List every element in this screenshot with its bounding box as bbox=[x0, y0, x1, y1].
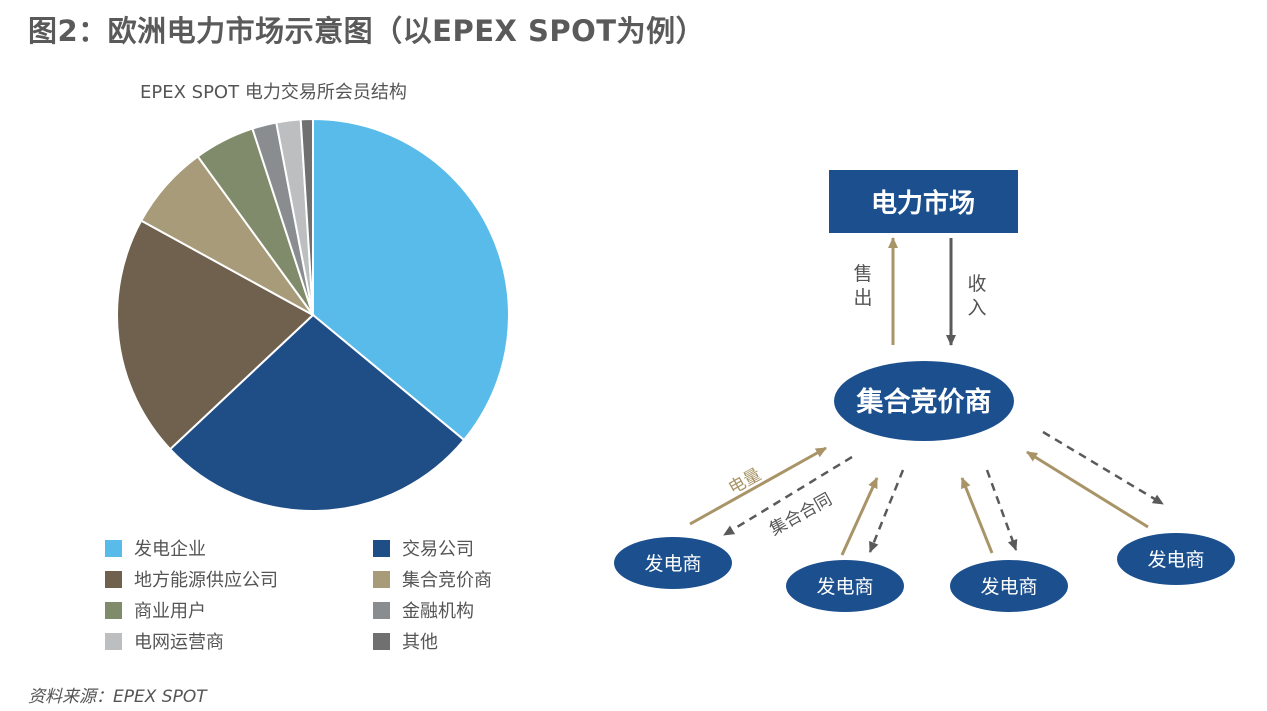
page-title: 图2：欧洲电力市场示意图（以EPEX SPOT为例） bbox=[28, 14, 706, 48]
income-label-2: 入 bbox=[967, 297, 986, 319]
legend-swatch bbox=[105, 632, 122, 650]
legend-label: 发电企业 bbox=[134, 539, 206, 560]
legend-item: 电网运营商 bbox=[105, 628, 224, 654]
generator-node-2 bbox=[786, 560, 904, 612]
income-label-1: 收 bbox=[967, 273, 986, 295]
market-label: 电力市场 bbox=[871, 188, 975, 219]
generator-label-3: 发电商 bbox=[980, 576, 1037, 598]
market-box bbox=[829, 170, 1018, 233]
legend-item: 金融机构 bbox=[373, 597, 474, 623]
contract-arrow-4 bbox=[1042, 430, 1164, 506]
legend-swatch bbox=[105, 601, 122, 619]
legend-label: 电网运营商 bbox=[134, 632, 224, 653]
legend-item: 地方能源供应公司 bbox=[105, 566, 278, 592]
pie-chart-title: EPEX SPOT 电力交易所会员结构 bbox=[140, 82, 407, 103]
legend-swatch bbox=[373, 539, 390, 557]
power-arrow-3 bbox=[960, 477, 994, 554]
legend-swatch bbox=[105, 570, 122, 588]
pie-slice-8 bbox=[299, 117, 314, 316]
pie-chart bbox=[116, 117, 510, 512]
legend-swatch bbox=[373, 570, 390, 588]
legend-item: 交易公司 bbox=[373, 535, 474, 561]
power-arrow-1 bbox=[689, 446, 827, 526]
generator-node-1 bbox=[614, 537, 732, 589]
legend-swatch bbox=[105, 539, 122, 557]
contract-arrow-2 bbox=[868, 469, 905, 553]
generator-node-4 bbox=[1117, 533, 1235, 585]
generator-label-4: 发电商 bbox=[1147, 549, 1204, 571]
sell-label-2: 出 bbox=[853, 287, 872, 309]
generator-node-3 bbox=[950, 560, 1068, 612]
sell-label-1: 售 bbox=[853, 263, 872, 285]
legend-label: 交易公司 bbox=[402, 539, 474, 560]
legend-label: 地方能源供应公司 bbox=[134, 570, 278, 591]
source-note: 资料来源：EPEX SPOT bbox=[28, 687, 207, 707]
power-arrow-4 bbox=[1026, 450, 1149, 529]
legend-item: 其他 bbox=[373, 628, 438, 654]
legend-swatch bbox=[373, 632, 390, 650]
pie-slice-2 bbox=[168, 313, 466, 512]
legend-swatch bbox=[373, 601, 390, 619]
pie-slice-3 bbox=[116, 219, 315, 451]
legend-label: 金融机构 bbox=[402, 601, 474, 622]
pie-slice-1 bbox=[312, 117, 510, 442]
generator-label-1: 发电商 bbox=[644, 553, 701, 575]
legend-item: 商业用户 bbox=[105, 597, 206, 623]
aggregator-node bbox=[834, 361, 1014, 441]
contract-arrow-3 bbox=[985, 469, 1018, 551]
legend-label: 商业用户 bbox=[134, 601, 206, 622]
legend-label: 其他 bbox=[402, 632, 438, 653]
contract-label: 集合合同 bbox=[766, 490, 835, 540]
aggregator-label: 集合竞价商 bbox=[856, 386, 992, 418]
legend-item: 发电企业 bbox=[105, 535, 206, 561]
legend-item: 集合竞价商 bbox=[373, 566, 492, 592]
power-arrow-2 bbox=[840, 477, 879, 556]
contract-arrow-1 bbox=[723, 455, 853, 537]
generator-label-2: 发电商 bbox=[816, 576, 873, 598]
legend-label: 集合竞价商 bbox=[402, 570, 492, 591]
